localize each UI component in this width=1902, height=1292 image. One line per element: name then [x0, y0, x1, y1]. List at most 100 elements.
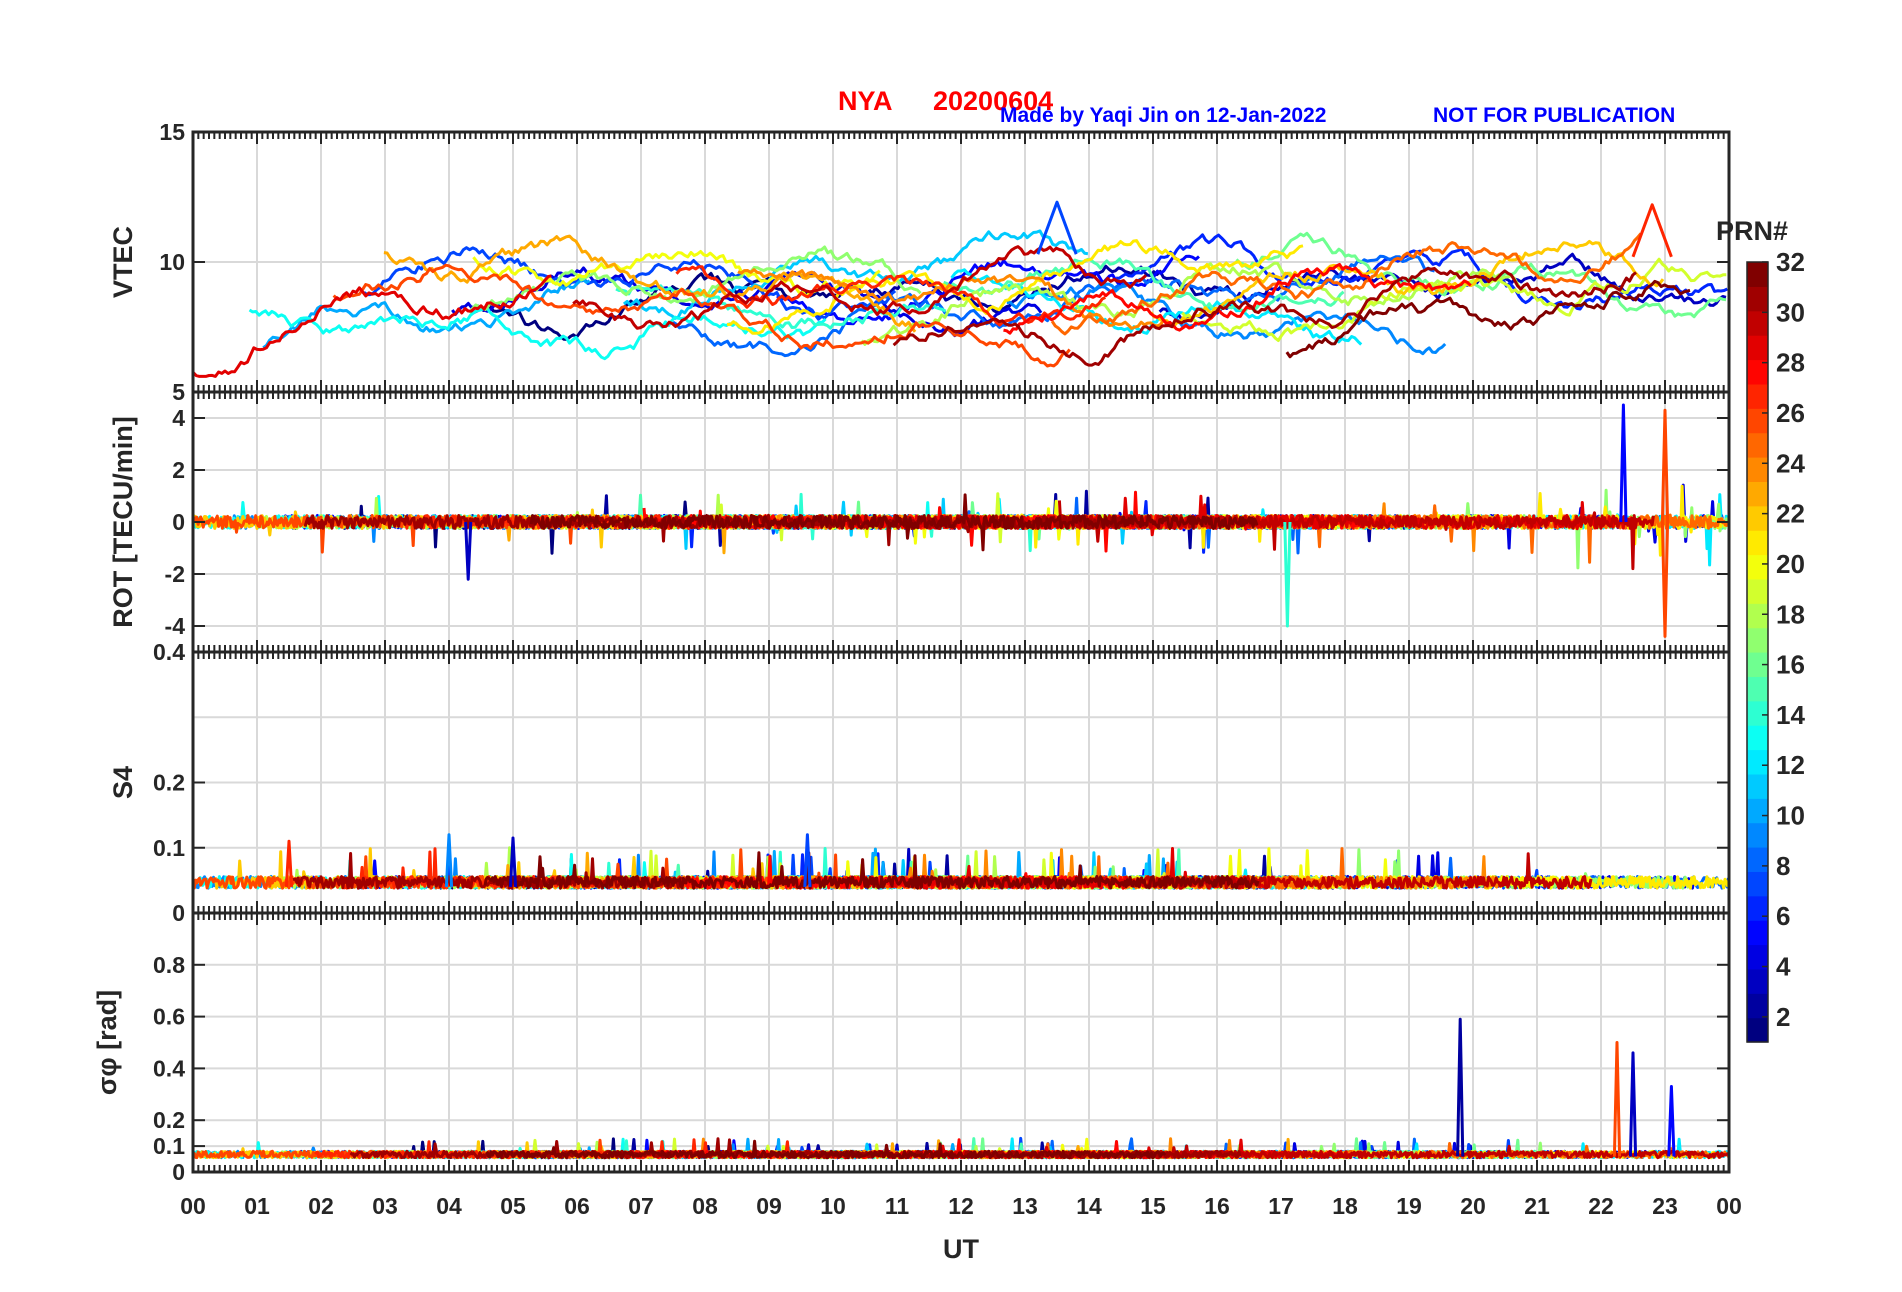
y-tick-label: 2 [172, 457, 185, 483]
series-prn-27 [284, 839, 294, 887]
colorbar-cell [1747, 335, 1768, 361]
series-prn-5 [1619, 403, 1628, 523]
x-tick-label: 18 [1332, 1193, 1358, 1219]
y-tick-label: 0.2 [153, 1107, 185, 1133]
y-axis-label: σφ [rad] [92, 990, 122, 1095]
panel-sigma_phi: 00.10.2 0.4 0.6 0.8 σφ [rad] [92, 911, 1731, 1185]
x-tick-label: 01 [244, 1193, 270, 1219]
colorbar-cell [1747, 871, 1768, 897]
series-prn-29 [193, 274, 552, 378]
x-tick-label: 19 [1396, 1193, 1422, 1219]
x-tick-label: 22 [1588, 1193, 1614, 1219]
y-tick-label: 15 [159, 119, 185, 145]
series-prn-12 [979, 493, 1729, 567]
series-prn-21 [726, 239, 1304, 335]
colorbar-cell [1747, 578, 1768, 604]
y-tick-label: 10 [159, 249, 185, 275]
series-prn-7 [1036, 200, 1078, 255]
colorbar-cell [1747, 554, 1768, 580]
x-tick-label: 21 [1524, 1193, 1550, 1219]
panel-vtec: 5 10 15 VTEC [108, 119, 1731, 405]
colorbar-cell [1747, 652, 1768, 677]
y-axis-label: S4 [108, 766, 138, 799]
series-group [193, 403, 1729, 638]
series-prn-14 [1283, 521, 1292, 628]
colorbar-cell [1747, 432, 1768, 458]
colorbar-cell [1747, 310, 1768, 336]
y-tick-label: 0 [172, 900, 185, 926]
x-tick-label: 11 [885, 1193, 910, 1219]
colorbar-cell [1747, 457, 1768, 482]
colorbar-tick-label: 8 [1776, 851, 1790, 881]
series-prn-30 [1057, 500, 1655, 571]
x-tick-label: 10 [820, 1193, 846, 1219]
colorbar-cell [1747, 262, 1768, 287]
x-tick-label: 13 [1012, 1193, 1038, 1219]
colorbar-cell [1747, 895, 1768, 921]
title-station: NYA [838, 86, 893, 116]
colorbar-tick-label: 16 [1776, 650, 1805, 680]
x-tick-label: 05 [500, 1193, 526, 1219]
series-prn-32 [1285, 279, 1691, 359]
series-prn-26 [1660, 521, 1670, 638]
x-tick-label: 00 [180, 1193, 206, 1219]
y-tick-label: 0.6 [153, 1004, 185, 1030]
colorbar-cell [1747, 944, 1768, 970]
panel-rot: -4 -2 0 2 4 ROT [TECU/min] [108, 390, 1731, 654]
y-axis-label: VTEC [108, 226, 138, 298]
colorbar-tick-label: 6 [1776, 901, 1790, 931]
series-prn-5 [1667, 1085, 1676, 1157]
series-prn-7 [803, 833, 812, 887]
colorbar-tick-label: 18 [1776, 599, 1805, 629]
y-tick-label: 0.2 [153, 770, 185, 796]
y-tick-label: 5 [172, 379, 185, 405]
colorbar-cell [1747, 847, 1768, 872]
x-tick-label: 04 [436, 1193, 462, 1219]
series-prn-26 [1612, 1041, 1622, 1157]
y-tick-label: 0 [172, 1159, 185, 1185]
colorbar-title: PRN# [1716, 216, 1788, 246]
series-prn-16 [1235, 231, 1727, 319]
colorbar-cell [1747, 383, 1768, 409]
panel-s4: 0 0.1 0.2 0.4 S4 [108, 639, 1731, 926]
colorbar-cell [1747, 627, 1768, 653]
x-tick-label: 03 [372, 1193, 398, 1219]
x-tick-label: 08 [692, 1193, 718, 1219]
x-tick-label: 20 [1460, 1193, 1486, 1219]
colorbar-cell [1747, 700, 1768, 726]
y-tick-label: 4 [172, 405, 185, 431]
series-prn-28 [1003, 262, 1472, 335]
colorbar-tick-label: 20 [1776, 549, 1805, 579]
colorbar-frame [1746, 261, 1769, 1043]
x-tick-label: 12 [948, 1193, 974, 1219]
colorbar-cell [1747, 1017, 1768, 1043]
title-date: 20200604 [933, 86, 1054, 116]
colorbar-cell [1747, 822, 1768, 848]
colorbar-tick-label: 12 [1776, 750, 1805, 780]
series-prn-9 [444, 833, 454, 887]
series-prn-31 [292, 852, 683, 890]
series-prn-3 [464, 521, 473, 581]
series-prn-3 [1628, 1051, 1638, 1157]
colorbar-cell [1747, 749, 1768, 775]
y-tick-label: 0.1 [153, 835, 185, 861]
series-group [193, 200, 1728, 378]
series-prn-26 [1660, 408, 1670, 523]
series-prn-10 [262, 278, 591, 349]
series-prn-2 [1456, 1017, 1465, 1157]
colorbar-tick-label: 32 [1776, 247, 1805, 277]
colorbar-cell [1747, 798, 1768, 824]
y-axis-label: ROT [TECU/min] [108, 416, 138, 627]
colorbar-cell [1747, 920, 1768, 946]
colorbar-cell [1747, 603, 1768, 629]
x-tick-label: 23 [1652, 1193, 1678, 1219]
colorbar-cell [1747, 773, 1768, 799]
colorbar-cell [1747, 725, 1768, 751]
colorbar-cell [1747, 676, 1768, 702]
series-prn-3 [508, 836, 518, 887]
series-prn-19 [1181, 257, 1727, 342]
series-prn-25 [1050, 232, 1643, 336]
colorbar-tick-label: 14 [1776, 700, 1805, 730]
